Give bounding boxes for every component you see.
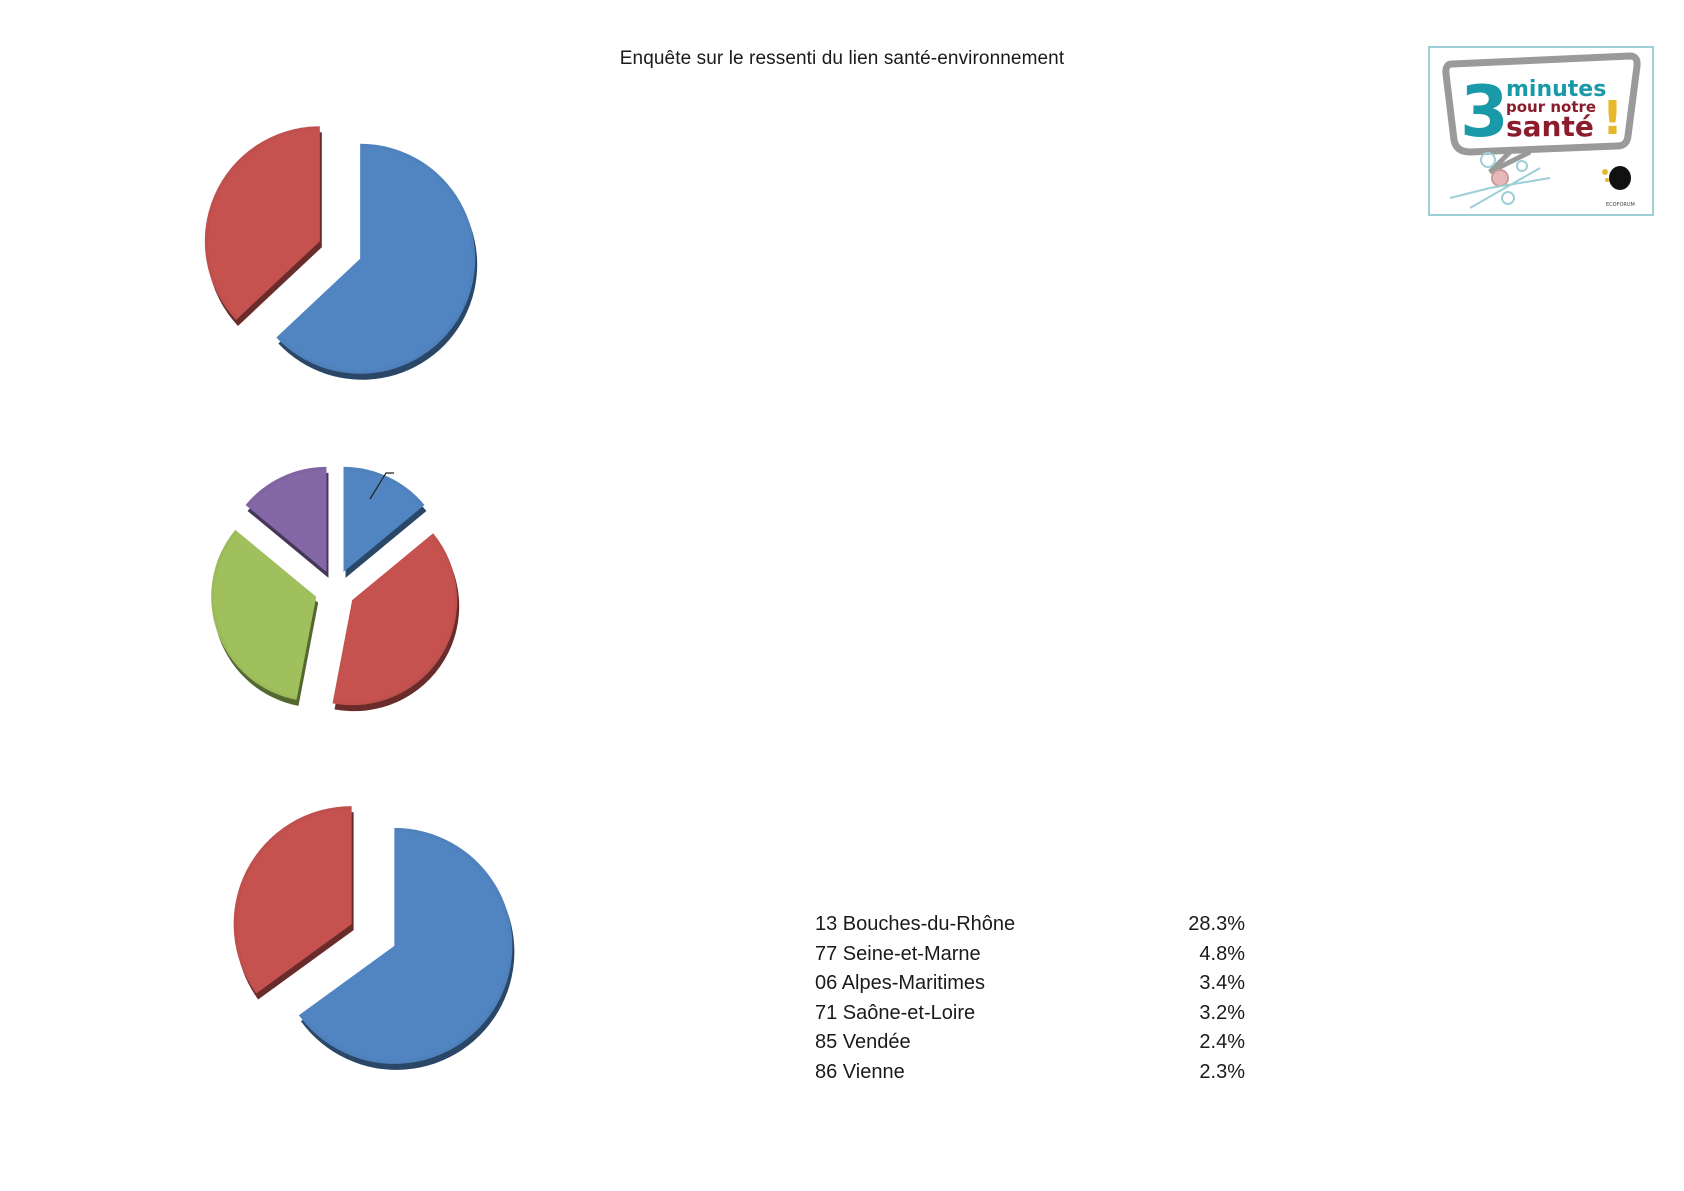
department-percentage: 3.4% — [1199, 972, 1245, 994]
department-label: 86 Vienne — [815, 1060, 905, 1083]
pie-chart-2 — [210, 465, 510, 725]
pie-slice-highlight — [343, 470, 422, 572]
leader-line — [369, 472, 394, 500]
table-row: 71 Saône-et-Loire 3.2% — [815, 999, 1245, 1029]
pie-slice-face — [332, 533, 458, 706]
department-label: 85 Vendée — [815, 1031, 911, 1053]
pie-slice — [211, 529, 319, 706]
pie-slice-face — [343, 466, 425, 572]
department-label: 06 Alpes-Maritimes — [815, 972, 986, 994]
pie-slice-highlight — [301, 831, 509, 1061]
pie-slice-face — [276, 143, 476, 374]
pie-slice-highlight — [214, 531, 317, 697]
department-percentage: 3.2% — [1199, 1001, 1245, 1024]
pie-slice — [245, 466, 329, 578]
pie-slice-face — [298, 827, 513, 1064]
pie-slice — [276, 143, 478, 380]
logo-line3: santé — [1506, 110, 1594, 143]
table-row: 77 Seine-et-Marne 4.8% — [815, 940, 1245, 970]
department-label: 77 Seine-et-Marne — [815, 942, 981, 965]
logo-decoration — [1449, 152, 1551, 209]
pie-slice — [332, 533, 460, 712]
department-label: 71 Saône-et-Loire — [815, 1001, 976, 1024]
department-percentage: 4.8% — [1199, 942, 1245, 965]
pie-slice — [298, 827, 515, 1070]
department-label: 13 Bouches-du-Rhône — [815, 913, 1016, 935]
table-row: 13 Bouches-du-Rhône 28.3% — [815, 910, 1245, 940]
department-percentage: 2.4% — [1199, 1031, 1245, 1053]
pie-slice — [204, 126, 322, 326]
pie-slice-highlight — [208, 129, 320, 318]
logo-line1: minutes — [1506, 77, 1606, 102]
pie-slice-highlight — [248, 470, 327, 572]
department-table: 13 Bouches-du-Rhône 28.3% 77 Seine-et-Marn… — [815, 910, 1245, 1087]
table-row: 06 Alpes-Maritimes 3.4% — [815, 969, 1245, 999]
pie-slice-face — [204, 126, 320, 320]
pie-slice-face — [211, 529, 317, 700]
pie-slice-highlight — [333, 535, 455, 703]
logo-org-mark — [1602, 166, 1631, 190]
logo-exclamation: ! — [1602, 91, 1623, 145]
pie-slice-highlight — [237, 809, 352, 992]
table-row: 85 Vendée 2.4% — [815, 1028, 1245, 1058]
pie-slice — [233, 806, 354, 1000]
table-row: 86 Vienne 2.3% — [815, 1058, 1245, 1088]
pie-slice-face — [233, 806, 352, 994]
logo: 3 minutes pour notre santé ! ECOFORUM — [1428, 46, 1654, 216]
logo-org: ECOFORUM — [1606, 202, 1635, 208]
pie-chart-3 — [215, 800, 535, 1080]
pie-slice-face — [245, 466, 327, 572]
pie-slice — [343, 466, 427, 578]
pie-slice-highlight — [278, 147, 472, 371]
pie-chart-1 — [190, 126, 490, 390]
page-title: Enquête sur le ressenti du lien santé-en… — [619, 48, 1065, 69]
logo-digit: 3 — [1460, 71, 1509, 153]
department-percentage: 2.3% — [1199, 1060, 1245, 1083]
department-percentage: 28.3% — [1188, 913, 1245, 935]
logo-line2: pour notre — [1506, 98, 1596, 116]
logo-bubble — [1442, 52, 1641, 156]
